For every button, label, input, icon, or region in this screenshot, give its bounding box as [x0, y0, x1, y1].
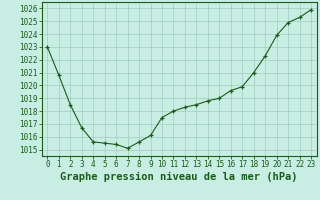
- X-axis label: Graphe pression niveau de la mer (hPa): Graphe pression niveau de la mer (hPa): [60, 172, 298, 182]
